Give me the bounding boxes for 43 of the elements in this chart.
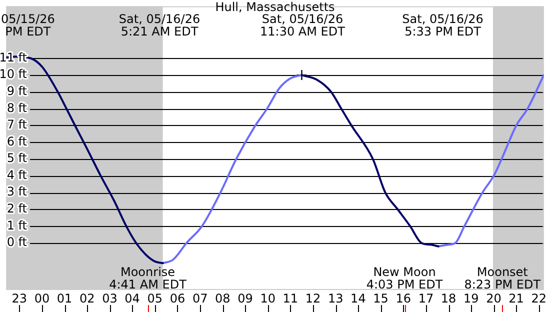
x-tick-label: 06	[170, 291, 186, 306]
x-tick-label: 03	[102, 291, 118, 306]
x-tick-label: 21	[508, 291, 524, 306]
y-tick-label: 8 ft	[6, 100, 28, 115]
x-tick-label: 08	[215, 291, 230, 306]
x-tick-label: 14	[350, 291, 366, 306]
x-tick-label: 09	[238, 291, 253, 306]
y-tick-label: 9 ft	[6, 84, 28, 98]
annotation: Sat, 05/16/26 5:33 PM EDT	[402, 12, 484, 39]
annotation: Sat, 05/16/26 5:21 AM EDT	[118, 12, 200, 39]
y-tick-label: 3 ft	[6, 184, 28, 199]
ref-line-label: Moonrise 4:41 AM EDT	[109, 265, 188, 292]
x-tick-label: 11	[282, 291, 298, 306]
x-tick-label: 17	[418, 291, 434, 306]
x-tick-label: 19	[464, 291, 479, 306]
x-tick-label: 05	[147, 291, 163, 306]
chart-title: Hull, Massachusetts	[215, 0, 335, 14]
ref-line-label: New Moon 4:03 PM EDT	[366, 265, 444, 292]
y-tick-label: 2 ft	[6, 202, 28, 216]
y-tick-label: 0 ft	[6, 235, 28, 250]
annotation: Sat, 05/16/26 11:30 AM EDT	[260, 12, 346, 39]
y-tick-label: 4 ft	[6, 168, 28, 182]
x-tick-label: 16	[396, 291, 412, 306]
y-tick-label: 6 ft	[6, 134, 28, 148]
x-tick-label: 20	[486, 291, 502, 306]
x-tick-label: 00	[34, 291, 50, 306]
annotation: 05/15/26 PM EDT	[0, 12, 55, 39]
y-tick-label: 7 ft	[6, 118, 28, 132]
x-tick-label: 12	[305, 291, 321, 306]
y-tick-label: 1 ft	[6, 218, 28, 232]
x-tick-label: 18	[440, 291, 456, 306]
y-tick-label: 10 ft	[0, 67, 28, 82]
x-tick-label: 02	[80, 291, 95, 306]
x-tick-label: 22	[531, 291, 547, 306]
ref-line-label: Moonset 8:23 PM EDT	[464, 265, 542, 292]
x-tick-label: 07	[192, 291, 208, 306]
x-tick-label: 23	[12, 291, 28, 306]
x-tick-label: 04	[124, 291, 140, 306]
x-tick-label: 10	[260, 291, 276, 306]
x-tick-label: 15	[373, 291, 388, 306]
y-tick-label: 5 ft	[6, 151, 28, 166]
x-tick-label: 01	[56, 291, 72, 306]
x-tick-label: 13	[328, 291, 344, 306]
